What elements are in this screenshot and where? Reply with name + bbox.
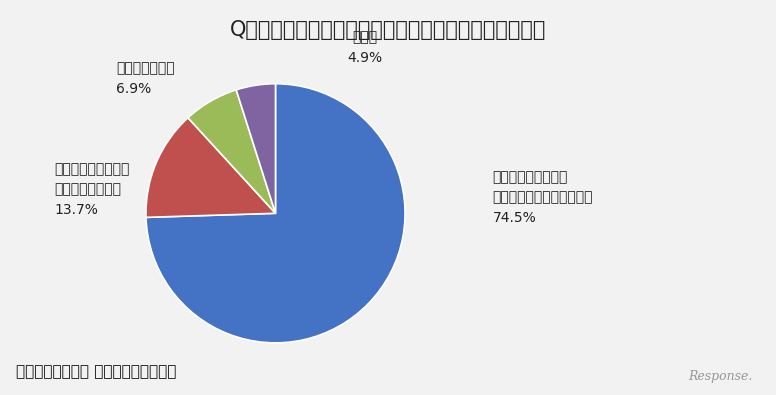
Wedge shape: [236, 84, 275, 213]
Text: Response.: Response.: [688, 370, 753, 383]
Wedge shape: [146, 118, 275, 217]
Wedge shape: [146, 84, 405, 343]
Text: おトクにマイカー 定額カルモくん調べ: おトクにマイカー 定額カルモくん調べ: [16, 364, 176, 379]
Text: 仕事の都合の為
6.9%: 仕事の都合の為 6.9%: [116, 62, 175, 96]
Text: Q３：（２）自家用車の利用が増えた理由は何ですか？: Q３：（２）自家用車の利用が増えた理由は何ですか？: [230, 20, 546, 40]
Text: 公共交通機関などで
密になるのを避けたいから
74.5%: 公共交通機関などで 密になるのを避けたいから 74.5%: [493, 170, 594, 225]
Text: その他
4.9%: その他 4.9%: [347, 30, 383, 65]
Text: 使用する人が限られ
安心感があるから
13.7%: 使用する人が限られ 安心感があるから 13.7%: [54, 162, 130, 217]
Wedge shape: [188, 90, 275, 213]
